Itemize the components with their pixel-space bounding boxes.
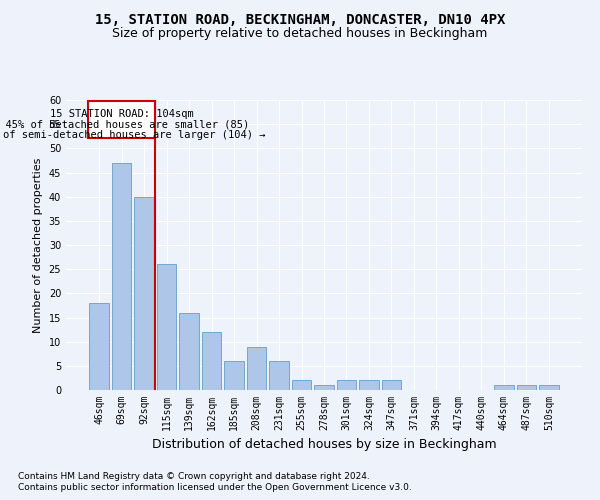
Bar bbox=[134, 196, 154, 390]
Text: ← 45% of detached houses are smaller (85): ← 45% of detached houses are smaller (85… bbox=[0, 120, 250, 130]
Text: 15, STATION ROAD, BECKINGHAM, DONCASTER, DN10 4PX: 15, STATION ROAD, BECKINGHAM, DONCASTER,… bbox=[95, 12, 505, 26]
Bar bbox=[112, 163, 131, 390]
X-axis label: Distribution of detached houses by size in Beckingham: Distribution of detached houses by size … bbox=[152, 438, 496, 452]
Bar bbox=[247, 346, 266, 390]
Text: Contains public sector information licensed under the Open Government Licence v3: Contains public sector information licen… bbox=[18, 484, 412, 492]
Bar bbox=[494, 385, 514, 390]
Bar bbox=[314, 385, 334, 390]
Bar bbox=[359, 380, 379, 390]
Bar bbox=[539, 385, 559, 390]
Text: Size of property relative to detached houses in Beckingham: Size of property relative to detached ho… bbox=[112, 28, 488, 40]
Bar bbox=[202, 332, 221, 390]
Bar bbox=[157, 264, 176, 390]
Text: 15 STATION ROAD: 104sqm: 15 STATION ROAD: 104sqm bbox=[50, 108, 193, 118]
Y-axis label: Number of detached properties: Number of detached properties bbox=[33, 158, 43, 332]
Text: 55% of semi-detached houses are larger (104) →: 55% of semi-detached houses are larger (… bbox=[0, 130, 265, 140]
Bar bbox=[517, 385, 536, 390]
Bar bbox=[337, 380, 356, 390]
Bar bbox=[224, 361, 244, 390]
FancyBboxPatch shape bbox=[88, 101, 155, 138]
Bar bbox=[269, 361, 289, 390]
Bar bbox=[89, 303, 109, 390]
Bar bbox=[292, 380, 311, 390]
Bar bbox=[382, 380, 401, 390]
Bar bbox=[179, 312, 199, 390]
Text: Contains HM Land Registry data © Crown copyright and database right 2024.: Contains HM Land Registry data © Crown c… bbox=[18, 472, 370, 481]
